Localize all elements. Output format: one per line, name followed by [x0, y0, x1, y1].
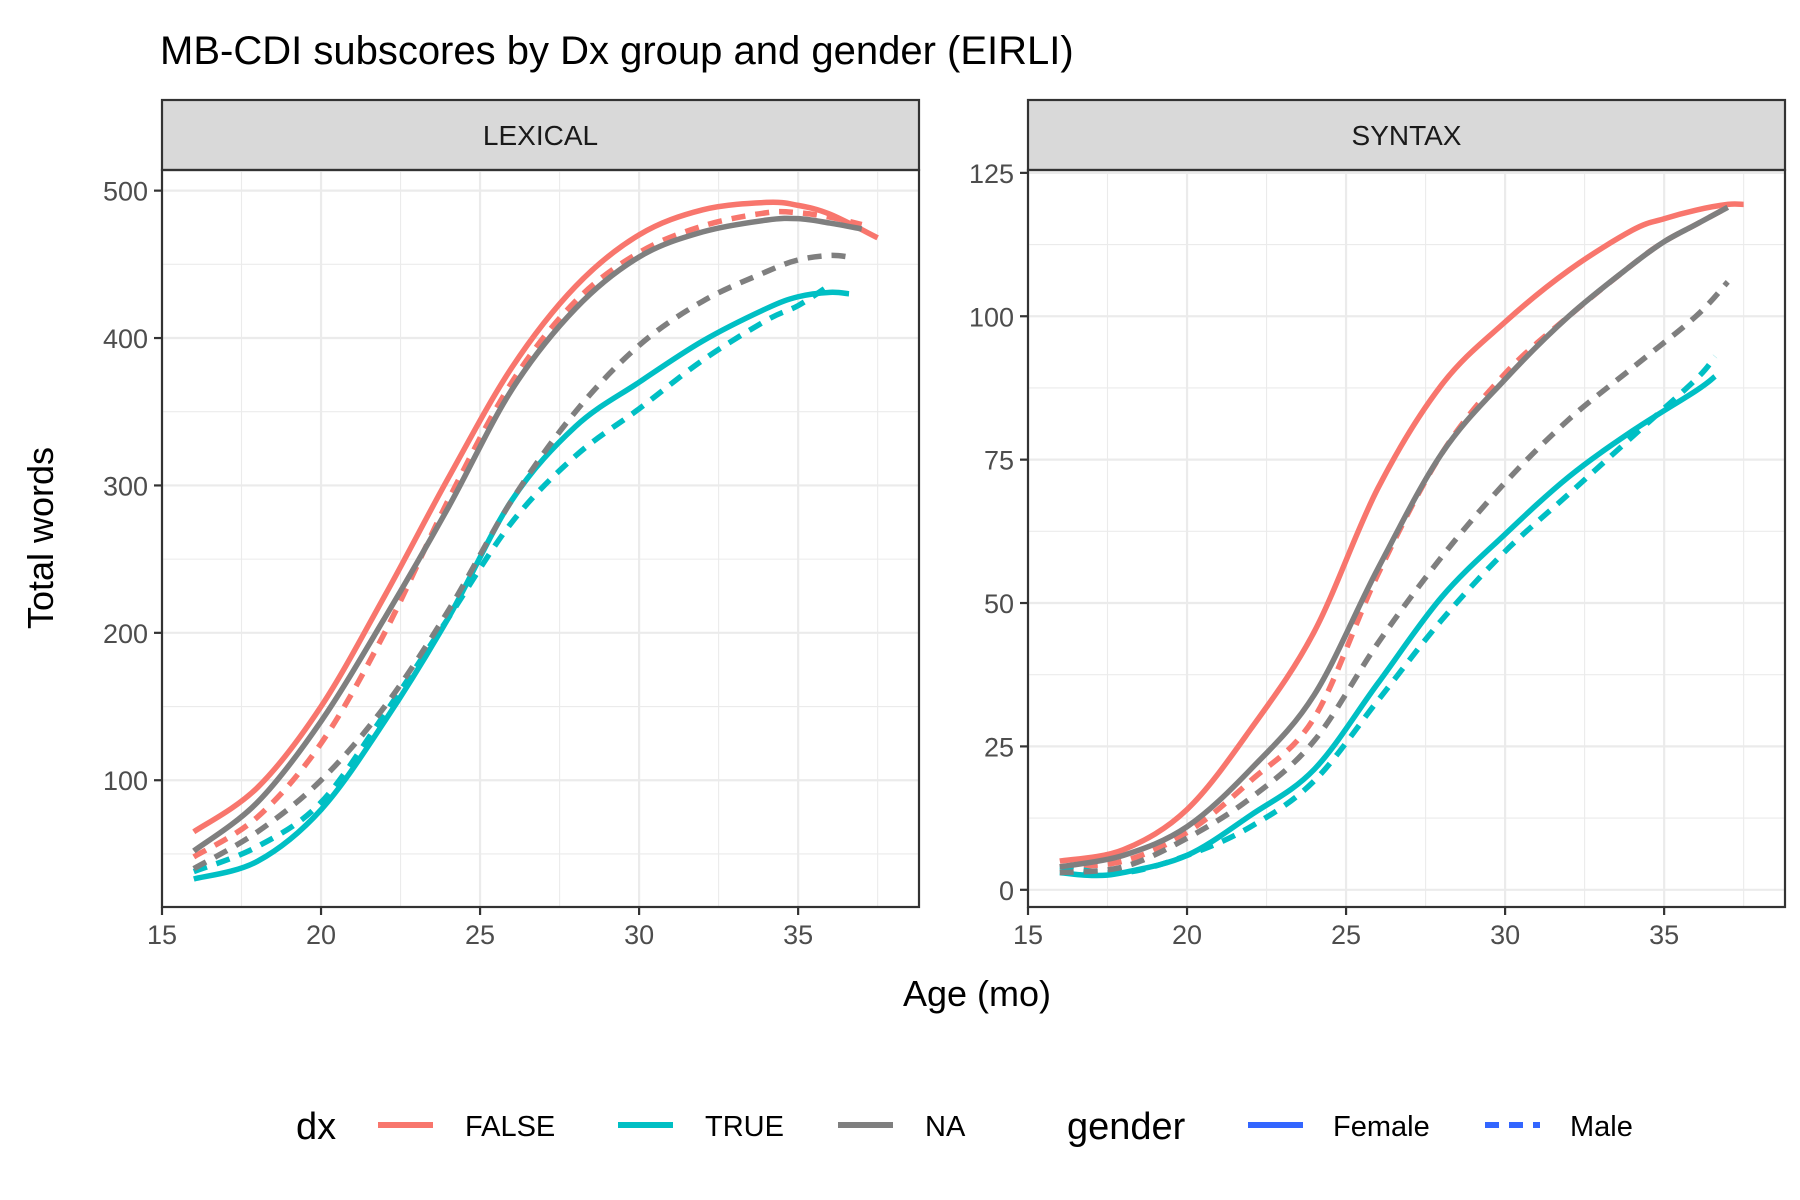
legend-title-dx: dx: [296, 1106, 336, 1148]
axis-ticks: 15 20 25 30 35 0 25 50 75 100 125: [969, 159, 1679, 950]
x-tick-label: 30: [624, 920, 654, 950]
legend-label-na: NA: [925, 1111, 966, 1143]
y-tick-label: 500: [103, 177, 148, 207]
panel-lexical: LEXICAL 15 20 25 30 35 100 200 300 400 500: [103, 98, 921, 950]
panel-syntax: SYNTAX 15 20 25 30 35 0 25 50 75 100 125: [969, 98, 1787, 950]
legend-label-male: Male: [1570, 1111, 1633, 1143]
y-axis-title: Total words: [20, 447, 61, 629]
series-group: [1059, 201, 1744, 879]
y-tick-label: 300: [103, 471, 148, 501]
facet-strip-label: SYNTAX: [1352, 120, 1462, 151]
series-line-true-male: [1059, 354, 1718, 876]
y-tick-label: 0: [999, 876, 1014, 906]
x-axis-title: Age (mo): [903, 973, 1051, 1014]
y-tick-label: 25: [984, 732, 1014, 762]
x-tick-label: 35: [1649, 920, 1679, 950]
facet-strip-label: LEXICAL: [483, 120, 598, 151]
x-tick-label: 15: [1013, 920, 1043, 950]
legend-label-false: FALSE: [465, 1111, 555, 1143]
panel-border: [160, 168, 921, 909]
panel-border: [1026, 168, 1787, 909]
y-tick-label: 125: [969, 159, 1014, 189]
y-tick-label: 400: [103, 324, 148, 354]
series-line-false-female: [1059, 201, 1744, 864]
series-line-false-female: [192, 199, 879, 835]
x-tick-label: 35: [783, 920, 813, 950]
series-line-na-female: [192, 215, 863, 854]
y-tick-label: 50: [984, 589, 1014, 619]
x-tick-label: 15: [147, 920, 177, 950]
series-line-na-male: [192, 252, 850, 872]
series-line-na-male: [1059, 279, 1730, 876]
y-tick-label: 200: [103, 619, 148, 649]
x-tick-label: 30: [1490, 920, 1520, 950]
facet-strip: [1026, 98, 1787, 172]
x-tick-label: 20: [1172, 920, 1202, 950]
x-tick-label: 20: [306, 920, 336, 950]
legend-label-true: TRUE: [705, 1111, 784, 1143]
series-group: [192, 199, 879, 882]
chart-title: MB-CDI subscores by Dx group and gender …: [160, 29, 1074, 73]
legend: dx FALSE TRUE NA gender Female Male: [296, 1106, 1633, 1148]
series-line-true-female: [193, 289, 850, 882]
series-line-na-female: [1059, 204, 1730, 870]
legend-label-female: Female: [1333, 1111, 1430, 1143]
x-tick-label: 25: [465, 920, 495, 950]
y-tick-label: 100: [969, 302, 1014, 332]
legend-title-gender: gender: [1067, 1106, 1186, 1148]
x-tick-label: 25: [1331, 920, 1361, 950]
y-tick-label: 75: [984, 446, 1014, 476]
series-line-true-male: [192, 282, 832, 875]
facet-strip: [160, 98, 921, 172]
axis-ticks: 15 20 25 30 35 100 200 300 400 500: [103, 177, 813, 950]
y-tick-label: 100: [103, 766, 148, 796]
series-line-false-male: [192, 208, 863, 860]
grid-lines: [1026, 170, 1785, 907]
